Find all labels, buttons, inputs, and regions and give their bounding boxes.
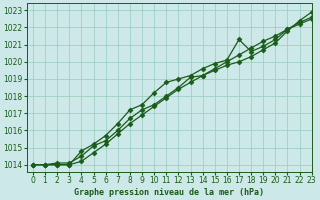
X-axis label: Graphe pression niveau de la mer (hPa): Graphe pression niveau de la mer (hPa) (74, 188, 264, 197)
